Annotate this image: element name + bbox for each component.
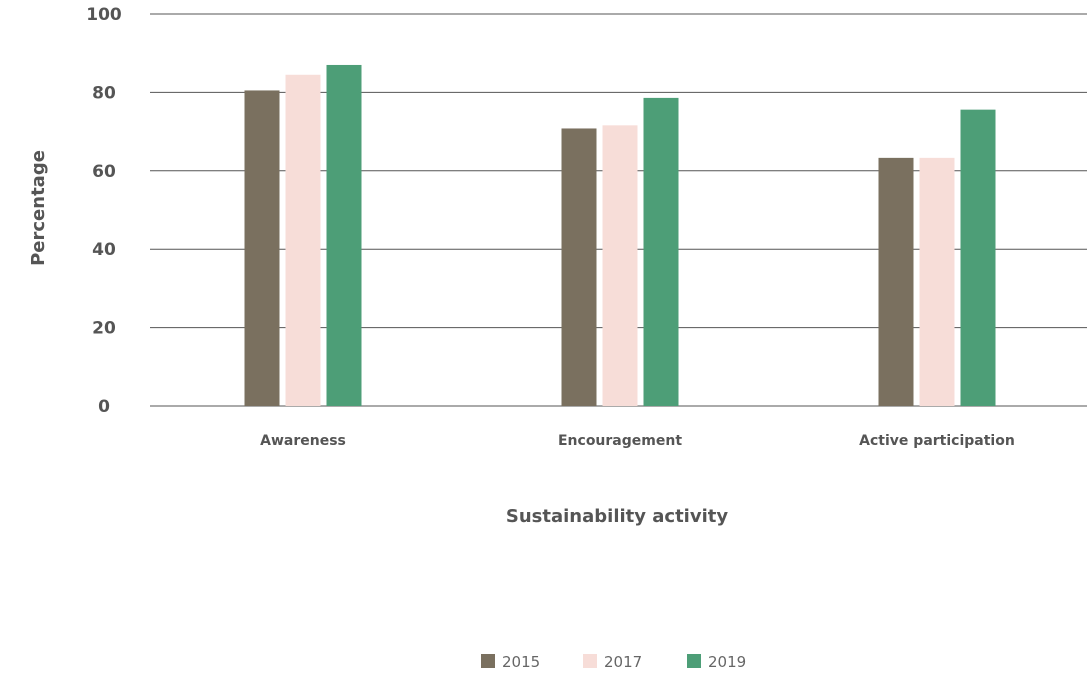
x-category-label: Encouragement — [558, 433, 682, 449]
bar-2019-awareness — [326, 64, 362, 407]
bar-2017-encouragement — [602, 125, 638, 406]
bar-2015-encouragement — [561, 128, 597, 407]
bar-2017-awareness — [285, 74, 321, 406]
bar-2015-awareness — [244, 90, 280, 406]
x-category-label: Active participation — [859, 433, 1015, 449]
y-tick-label: 40 — [92, 240, 116, 260]
y-axis-ticks: 0 20 40 60 80 100 — [86, 5, 122, 417]
y-tick-label: 60 — [92, 162, 116, 182]
legend-swatch-2015 — [481, 654, 495, 668]
y-tick-label: 20 — [92, 319, 116, 339]
y-tick-label: 100 — [86, 5, 122, 25]
y-axis-title: Percentage — [28, 150, 49, 266]
y-tick-label: 0 — [98, 397, 110, 417]
x-category-label: Awareness — [260, 433, 346, 449]
bars — [244, 64, 996, 407]
bar-2015-active-participation — [878, 157, 914, 406]
legend-label: 2017 — [604, 653, 642, 671]
legend-label: 2019 — [708, 653, 746, 671]
x-axis-categories: Awareness Encouragement Active participati… — [260, 433, 1015, 449]
legend-swatch-2019 — [687, 654, 701, 668]
y-tick-label: 80 — [92, 83, 116, 103]
bar-2017-active-participation — [919, 157, 955, 406]
bar-2019-encouragement — [643, 97, 679, 406]
legend-label: 2015 — [502, 653, 540, 671]
legend: 2015 2017 2019 — [481, 653, 746, 671]
legend-swatch-2017 — [583, 654, 597, 668]
bar-2019-active-participation — [960, 109, 996, 406]
x-axis-title: Sustainability activity — [506, 506, 728, 527]
